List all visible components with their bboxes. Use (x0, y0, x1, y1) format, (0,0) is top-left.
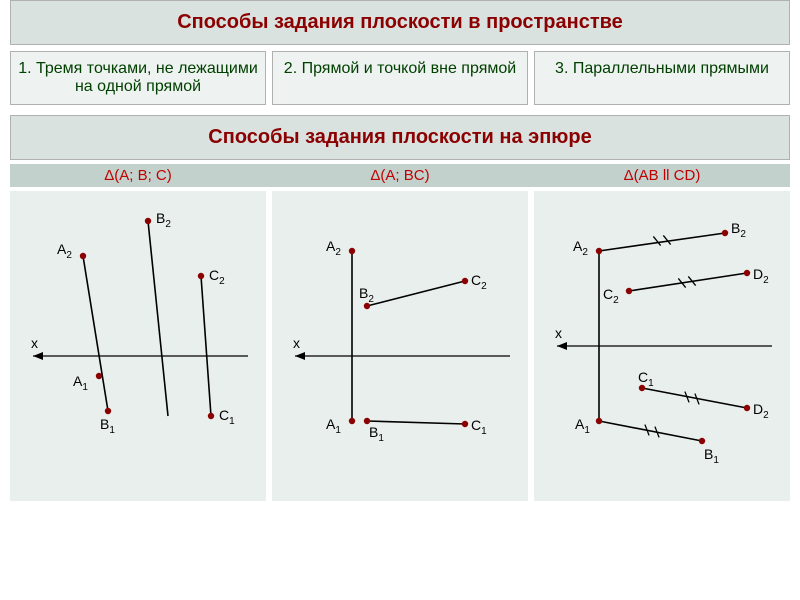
diagram-3: xA2A1B2B1C2C1D2D2 (534, 191, 790, 501)
svg-text:x: x (31, 335, 38, 351)
svg-text:A2: A2 (57, 241, 72, 261)
svg-text:D2: D2 (753, 266, 769, 286)
svg-text:A1: A1 (73, 373, 88, 393)
svg-text:A1: A1 (326, 416, 341, 436)
method-3: 3. Параллельными прямыми (534, 51, 790, 105)
svg-text:D2: D2 (753, 401, 769, 421)
svg-text:B1: B1 (369, 424, 384, 444)
svg-text:C2: C2 (209, 267, 225, 287)
svg-text:A2: A2 (573, 238, 588, 258)
diagram-1: x A2 A1 B1 B2 C2 C1 (10, 191, 266, 501)
svg-text:A2: A2 (326, 238, 341, 258)
title-space: Способы задания плоскости в пространстве (10, 0, 790, 45)
svg-text:B2: B2 (731, 220, 746, 240)
svg-text:B1: B1 (100, 416, 115, 436)
svg-text:x: x (293, 335, 300, 351)
svg-text:C1: C1 (471, 417, 487, 437)
svg-text:x: x (555, 325, 562, 341)
method-1: 1. Тремя точками, не лежащими на одной п… (10, 51, 266, 105)
notation-1: Δ(A; B; C) (10, 164, 266, 187)
methods-row: 1. Тремя точками, не лежащими на одной п… (10, 51, 790, 105)
svg-text:A1: A1 (575, 416, 590, 436)
title-epure: Способы задания плоскости на эпюре (10, 115, 790, 160)
notation-row: Δ(A; B; C) Δ(A; BC) Δ(AB ll CD) (10, 164, 790, 187)
svg-text:B2: B2 (156, 210, 171, 230)
diagrams-row: x A2 A1 B1 B2 C2 C1 x A2 A1 B2 B1 C2 C1 x A2 A1 B2 B1 C2 C… (10, 191, 790, 501)
method-2: 2. Прямой и точкой вне прямой (272, 51, 528, 105)
svg-text:B1: B1 (704, 446, 719, 466)
svg-text:C2: C2 (603, 286, 619, 306)
svg-text:B2: B2 (359, 285, 374, 305)
diagram-2: x A2 A1 B2 B1 C2 C1 (272, 191, 528, 501)
svg-text:C1: C1 (219, 407, 235, 427)
notation-2: Δ(A; BC) (272, 164, 528, 187)
svg-text:C2: C2 (471, 272, 487, 292)
notation-3: Δ(AB ll CD) (534, 164, 790, 187)
